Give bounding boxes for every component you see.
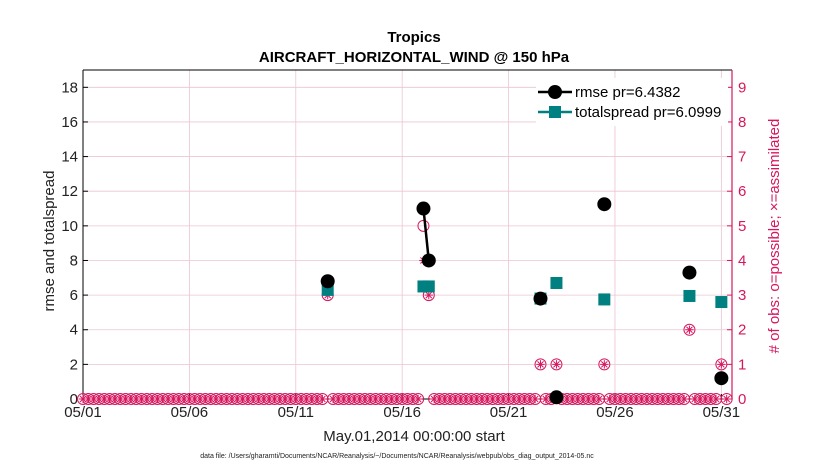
- obs-star-stroke: [723, 395, 731, 403]
- y2-tick-label: 0: [738, 391, 746, 408]
- y-tick-label: 12: [61, 183, 78, 200]
- x-axis-label: May.01,2014 00:00:00 start: [323, 428, 505, 445]
- y2-tick-label: 5: [738, 218, 746, 235]
- totalspread-point: [598, 293, 611, 306]
- x-tick-label: 05/21: [490, 404, 528, 421]
- y-tick-label: 16: [61, 114, 78, 131]
- obs-zero-assimilated-marker: [722, 394, 731, 404]
- totalspread-point: [715, 296, 728, 309]
- obs-possible-marker: [598, 358, 611, 371]
- rmse-point: [533, 291, 548, 306]
- obs-possible-marker: [550, 358, 563, 371]
- obs-assimilated-marker: [717, 360, 726, 369]
- obs-star-stroke: [686, 326, 693, 334]
- rmse-point: [597, 197, 612, 212]
- obs-count-markers: [77, 219, 733, 405]
- obs-zero-assimilated-marker: [711, 394, 721, 404]
- obs-assimilated-marker: [685, 325, 694, 334]
- y-tick-label: 4: [70, 322, 78, 339]
- y2-axis-label: # of obs: o=possible; ×=assimilated: [766, 119, 783, 354]
- legend-rmse-marker: [548, 85, 562, 99]
- x-tick-label: 05/31: [703, 404, 741, 421]
- rmse-point: [714, 371, 729, 386]
- obs-star-stroke: [531, 395, 539, 403]
- obs-zero-possible-marker: [720, 393, 733, 405]
- x-tick-label: 05/01: [64, 404, 102, 421]
- y-tick-label: 8: [70, 252, 78, 269]
- obs-zero-assimilated-marker: [413, 394, 423, 404]
- y2-tick-label: 3: [738, 287, 746, 304]
- y2-tick-label: 6: [738, 183, 746, 200]
- rmse-point: [549, 390, 564, 405]
- y2-tick-label: 2: [738, 322, 746, 339]
- totalspread-point: [422, 280, 435, 293]
- axis-ticks: 05/01 05/06 05/11 05/16 05/21 05/26 05/3102468…: [61, 79, 746, 421]
- obs-star-stroke: [595, 395, 603, 403]
- obs-zero-assimilated-marker: [679, 394, 689, 404]
- legend-rmse-label: rmse pr=6.4382: [575, 84, 680, 101]
- obs-star-stroke: [553, 360, 560, 368]
- obs-assimilated-marker: [536, 360, 545, 369]
- legend-background: [536, 78, 728, 126]
- obs-zero-assimilated-marker: [594, 394, 604, 404]
- chart-title: Tropics: [387, 29, 440, 46]
- y-tick-label: 2: [70, 356, 78, 373]
- rmse-point: [416, 201, 431, 216]
- obs-star-stroke: [414, 395, 422, 403]
- obs-zero-assimilated-marker: [318, 394, 327, 404]
- y-tick-label: 6: [70, 287, 78, 304]
- x-tick-label: 05/26: [596, 404, 634, 421]
- y-tick-label: 18: [61, 79, 78, 96]
- obs-possible-marker: [683, 323, 696, 336]
- y2-tick-label: 1: [738, 356, 746, 373]
- data-file-footnote: data file: /Users/gharamti/Documents/NCA…: [200, 453, 594, 460]
- obs-possible-marker: [534, 358, 547, 371]
- x-tick-label: 05/11: [278, 404, 314, 421]
- obs-zero-possible-marker: [412, 393, 425, 405]
- obs-assimilated-marker: [552, 360, 561, 369]
- y2-tick-label: 7: [738, 149, 746, 166]
- rmse-point: [320, 274, 335, 289]
- y-tick-label: 0: [70, 391, 78, 408]
- obs-star-stroke: [717, 360, 725, 368]
- y2-tick-label: 8: [738, 114, 746, 131]
- obs-zero-assimilated-marker: [530, 394, 540, 404]
- obs-assimilated-marker: [600, 360, 609, 369]
- legend-totalspread-label: totalspread pr=6.0999: [575, 104, 721, 121]
- y-tick-label: 10: [61, 218, 78, 235]
- obs-star-stroke: [680, 395, 688, 403]
- legend: rmse pr=6.4382 totalspread pr=6.0999: [536, 78, 728, 126]
- x-tick-label: 05/16: [383, 404, 421, 421]
- rmse-point: [682, 265, 697, 280]
- rmse-segment: [422, 208, 431, 261]
- y2-tick-label: 9: [738, 79, 746, 96]
- x-tick-label: 05/06: [171, 404, 209, 421]
- obs-star-stroke: [319, 395, 326, 403]
- y-tick-label: 14: [61, 149, 78, 166]
- obs-star-stroke: [712, 395, 720, 403]
- legend-totalspread-marker: [549, 106, 561, 118]
- totalspread-point: [550, 276, 563, 289]
- chart-subtitle: AIRCRAFT_HORIZONTAL_WIND @ 150 hPa: [259, 49, 570, 66]
- obs-star-stroke: [425, 291, 433, 299]
- y2-tick-label: 4: [738, 252, 746, 269]
- obs-possible-marker: [715, 358, 728, 371]
- totalspread-point: [683, 289, 696, 302]
- obs-star-stroke: [537, 360, 544, 368]
- data-series: [320, 197, 729, 405]
- obs-star-stroke: [600, 360, 608, 368]
- y-axis-label: rmse and totalspread: [41, 171, 58, 312]
- rmse-point: [421, 253, 436, 268]
